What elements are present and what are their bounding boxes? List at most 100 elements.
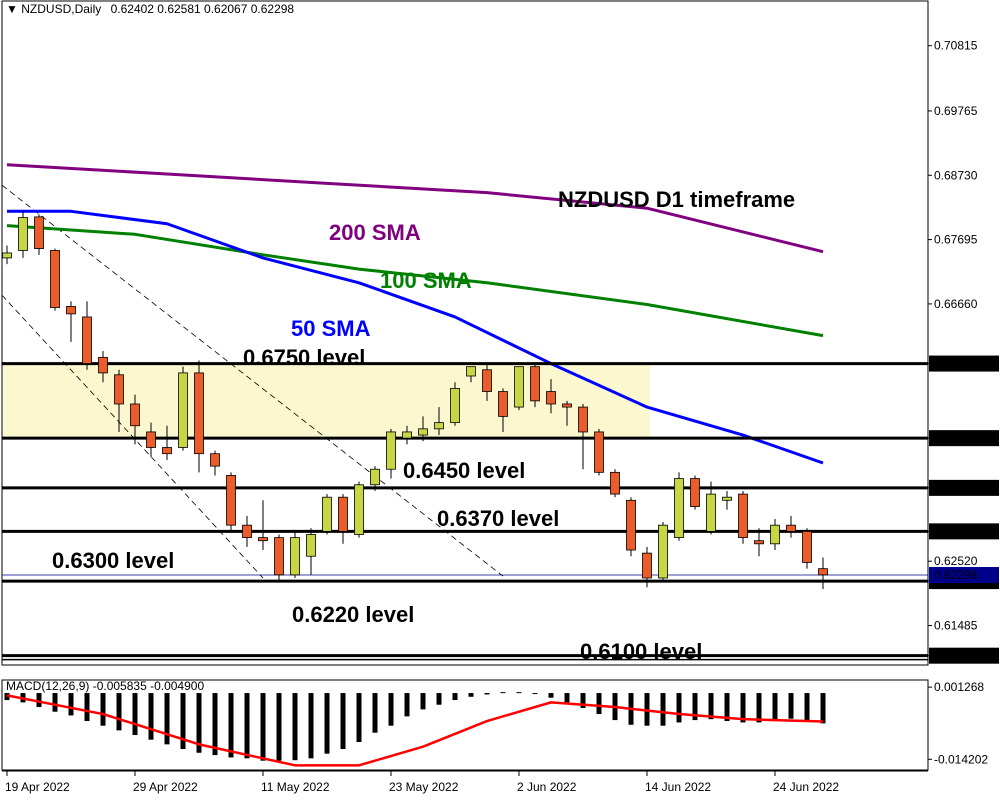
candle (514, 366, 524, 411)
candle-body (258, 537, 268, 542)
macd-bar (308, 693, 314, 759)
candle-body (162, 447, 172, 455)
level-label-4: 0.6220 level (292, 602, 414, 627)
candle-body (738, 493, 748, 538)
chart-header: ▼ NZDUSD,Daily 0.62402 0.62581 0.62067 0… (6, 2, 294, 16)
candle (338, 494, 348, 544)
macd-bar (788, 693, 794, 719)
macd-bar (772, 693, 778, 721)
candle (210, 450, 220, 476)
candle (162, 425, 172, 460)
dropdown-triangle-icon[interactable]: ▼ (6, 2, 18, 16)
candle-body (274, 537, 284, 576)
macd-bar (596, 693, 602, 715)
sma-50-line (7, 209, 824, 465)
level-label-1: 0.6450 level (403, 458, 525, 483)
candle (146, 422, 156, 457)
candle-body (434, 422, 444, 430)
macd-bar (436, 693, 442, 705)
macd-bar (116, 693, 122, 731)
macd-bar (676, 693, 682, 723)
macd-bar (356, 693, 362, 743)
candle-body (66, 305, 76, 315)
macd-y-tick-label: 0.001268 (934, 680, 984, 694)
macd-bar (564, 693, 570, 703)
candle (258, 500, 268, 551)
macd-bar (36, 693, 42, 708)
candle-body (50, 250, 60, 309)
macd-bar (756, 693, 762, 723)
macd-bar (196, 693, 202, 753)
candle-body (450, 388, 460, 424)
candle (658, 522, 668, 580)
candle-body (322, 496, 332, 532)
x-tick-label: 2 Jun 2022 (517, 780, 577, 794)
y-tick-label: 0.65700 (934, 357, 978, 371)
level-label-3: 0.6300 level (52, 548, 174, 573)
macd-header: MACD(12,26,9) -0.005835 -0.004900 (6, 679, 204, 693)
macd-bar (484, 693, 490, 695)
macd-bar (548, 693, 554, 698)
candle (322, 494, 332, 535)
candle (706, 481, 716, 535)
candle (386, 428, 396, 479)
candle-body (386, 431, 396, 470)
candle (50, 248, 60, 311)
macd-bar (532, 693, 538, 695)
candle (274, 534, 284, 582)
sma-50-label: 50 SMA (291, 316, 371, 341)
candle (226, 472, 236, 532)
candle (562, 400, 572, 426)
macd-bar (404, 693, 410, 717)
candle (578, 403, 588, 470)
macd-bar (804, 693, 810, 722)
candle-body (722, 496, 732, 501)
level-price-box (929, 430, 999, 447)
x-tick-label: 19 Apr 2022 (5, 780, 70, 794)
candle (802, 528, 812, 569)
macd-bar (180, 693, 186, 750)
candle (66, 301, 76, 342)
candle-body (338, 496, 348, 532)
sma-200-label: 200 SMA (329, 220, 421, 245)
candle (690, 475, 700, 510)
candle-body (530, 366, 540, 402)
macd-bar (516, 692, 522, 694)
macd-bar (292, 693, 298, 761)
macd-bar (148, 693, 154, 740)
candle (626, 497, 636, 557)
candle-body (482, 369, 492, 392)
candle-body (82, 316, 92, 364)
macd-bar (68, 693, 74, 716)
candle-body (754, 540, 764, 545)
candle-body (98, 356, 108, 374)
candle-body (610, 471, 620, 495)
ohlc-values: 0.62402 0.62581 0.62067 0.62298 (110, 2, 295, 16)
macd-bar (244, 693, 250, 759)
current-price-label: 0.62298 (934, 568, 978, 582)
candle-body (226, 475, 236, 526)
candle (738, 490, 748, 544)
macd-bar (708, 693, 714, 720)
macd-bar (660, 693, 666, 726)
macd-bar (324, 693, 330, 754)
candle (610, 469, 620, 498)
y-tick-label: 0.67695 (934, 233, 978, 247)
y-tick-label: 0.66660 (934, 297, 978, 311)
candle (194, 360, 204, 473)
candle-body (674, 478, 684, 538)
candle-body (818, 568, 828, 576)
candle-body (130, 403, 140, 427)
candle (642, 546, 652, 588)
candle-body (18, 217, 28, 251)
candle (98, 351, 108, 383)
macd-bar (388, 693, 394, 726)
candle (674, 472, 684, 541)
macd-bar (340, 693, 346, 750)
macd-pane-frame (1, 679, 929, 771)
macd-bar (820, 693, 826, 724)
candle-body (242, 524, 252, 538)
candle (82, 301, 92, 370)
x-tick-label: 23 May 2022 (389, 780, 459, 794)
